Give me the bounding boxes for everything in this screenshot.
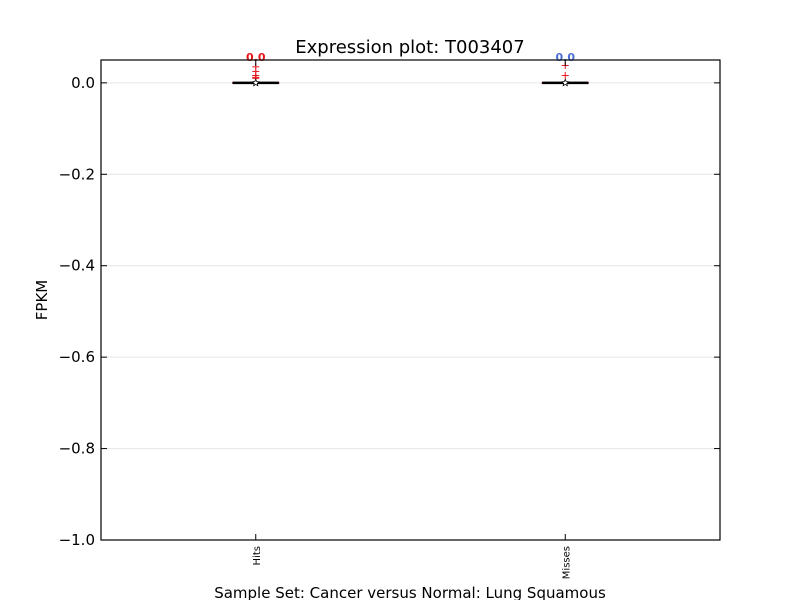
mean-marker-misses <box>560 78 570 87</box>
y-tick-label: −0.8 <box>59 440 95 458</box>
x-tick-label-misses: Misses <box>561 546 572 579</box>
plot-area-frame <box>100 59 721 541</box>
y-tick-label: −1.0 <box>59 531 95 549</box>
y-tick-label: −0.6 <box>59 348 95 366</box>
outlier-point <box>561 72 569 80</box>
annotation-label-misses: 0.0 <box>556 51 576 64</box>
y-axis-label: FPKM <box>33 280 51 320</box>
x-axis-label: Sample Set: Cancer versus Normal: Lung S… <box>214 584 606 600</box>
annotation-label-hits: 0.0 <box>246 51 266 64</box>
grid-layer <box>101 82 720 450</box>
mean-marker-hits <box>251 78 261 87</box>
y-tick-label: −0.2 <box>59 165 95 183</box>
y-tick-label: 0.0 <box>71 74 95 92</box>
x-tick-label-hits: Hits <box>252 546 263 565</box>
y-tick-label: −0.4 <box>59 257 95 275</box>
box-layer: 0.0 0.0 <box>232 51 589 87</box>
chart-title: Expression plot: T003407 <box>295 37 524 58</box>
tick-layer: 0.0 −0.2 −0.4 −0.6 −0.8 −1.0 Hits Misses <box>59 60 720 579</box>
